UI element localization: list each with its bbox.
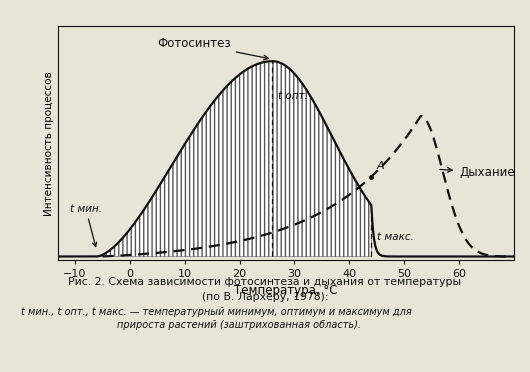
Text: А: А [377, 161, 384, 171]
Text: t опт.: t опт. [278, 92, 308, 101]
Text: Дыхание: Дыхание [440, 166, 515, 179]
Text: (по В. Лархеру, 1978):: (по В. Лархеру, 1978): [202, 292, 328, 302]
Text: Рис. 2. Схема зависимости фотосинтеза и дыхания от температуры: Рис. 2. Схема зависимости фотосинтеза и … [68, 277, 462, 287]
Text: Фотосинтез: Фотосинтез [157, 37, 268, 60]
Text: t мин., t опт., t макс. — температурный минимум, оптимум и максимум для: t мин., t опт., t макс. — температурный … [21, 307, 412, 317]
Text: t макс.: t макс. [377, 232, 414, 242]
X-axis label: Температура, °C: Температура, °C [234, 283, 338, 296]
Y-axis label: Интенсивность процессов: Интенсивность процессов [44, 71, 54, 216]
Text: t мин.: t мин. [70, 203, 102, 247]
Text: прироста растений (заштрихованная область).: прироста растений (заштрихованная област… [117, 320, 360, 330]
